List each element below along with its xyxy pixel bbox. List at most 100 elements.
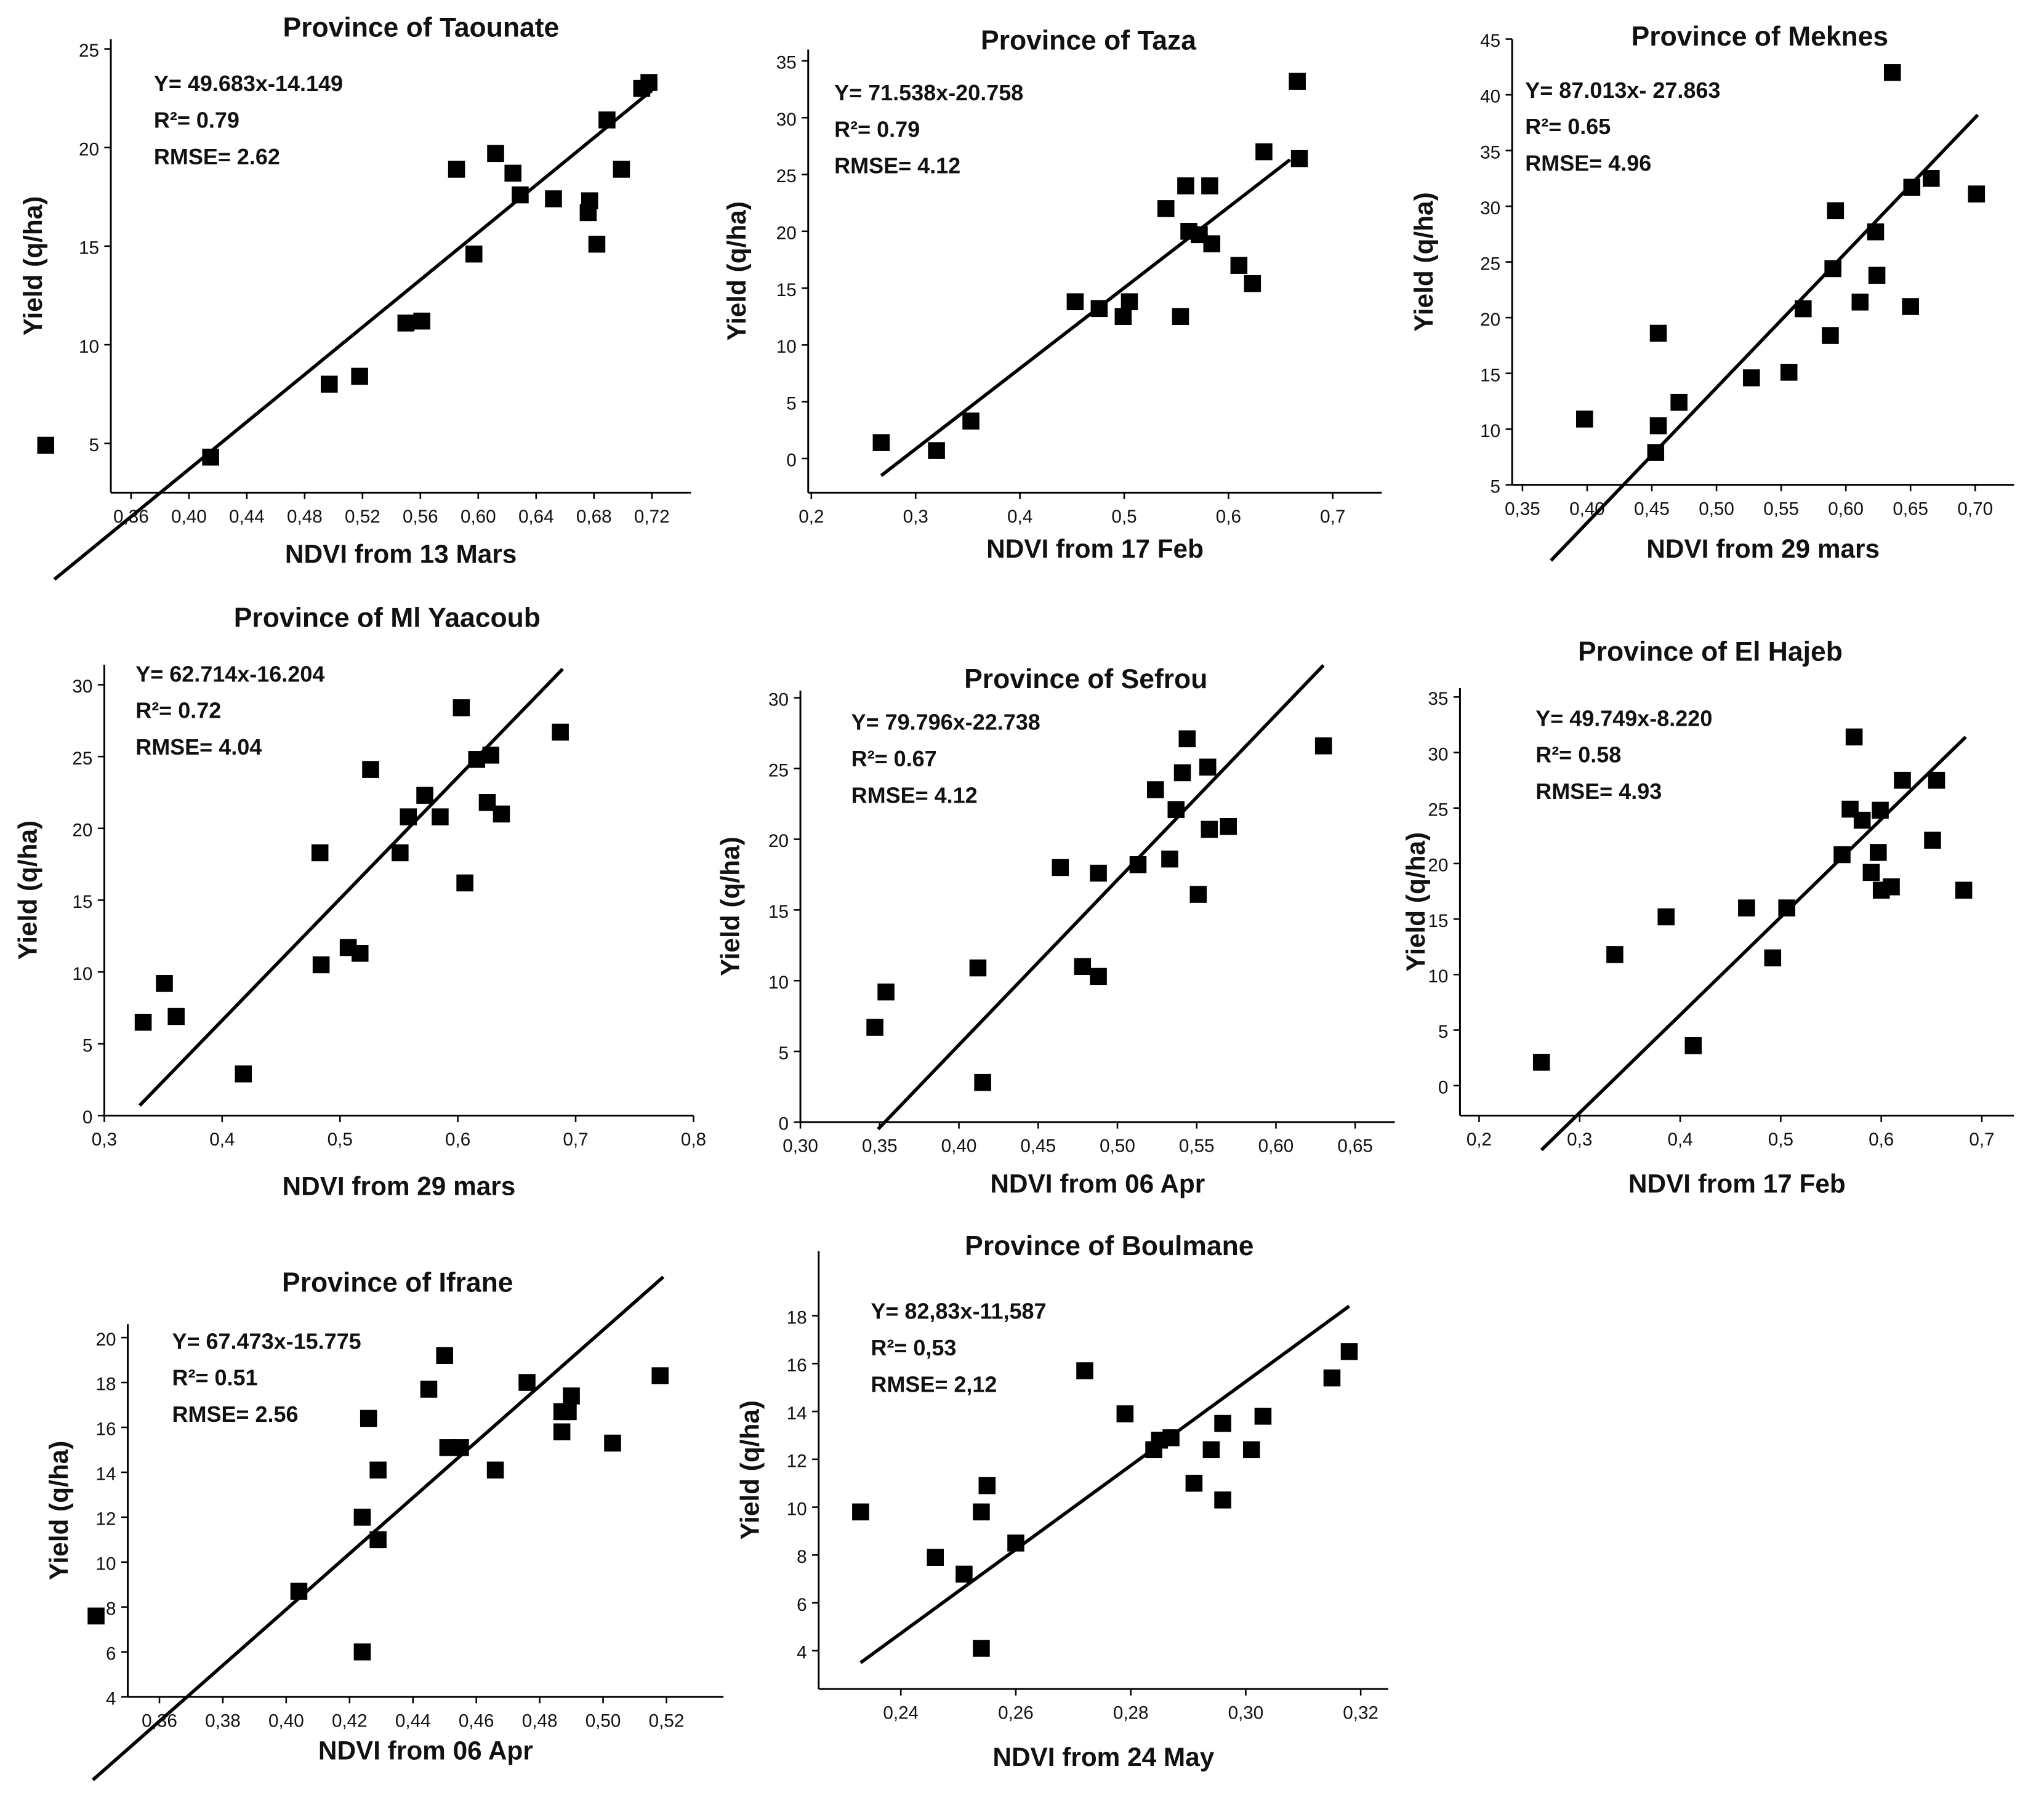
- y-tick-label: 15: [79, 238, 99, 259]
- y-tick-label: 10: [72, 964, 92, 984]
- data-point: [563, 1387, 580, 1405]
- trendline: [877, 664, 1325, 1131]
- y-tick-label: 4: [106, 1688, 116, 1709]
- data-point: [1066, 293, 1084, 311]
- data-point: [1214, 1491, 1231, 1509]
- x-tick-label: 0,7: [1969, 1129, 1994, 1150]
- data-point: [369, 1461, 387, 1479]
- annotation: Y= 49.749x-8.220: [1535, 705, 1712, 731]
- y-tick-label: 35: [776, 53, 797, 73]
- y-tick-label: 20: [768, 831, 789, 851]
- x-tick-label: 0,68: [576, 507, 612, 527]
- y-tick-label: 30: [1428, 744, 1448, 764]
- data-point: [504, 164, 521, 182]
- annotation: R²= 0,53: [871, 1335, 956, 1360]
- data-point: [1314, 737, 1332, 755]
- chart-panel: 0 5 10 15 20 25 30 0,3 0,4 0,5 0,6 0,7 0,8 Province o…: [13, 603, 706, 1200]
- data-point: [978, 1477, 996, 1494]
- x-tick-label: 0,5: [328, 1129, 353, 1150]
- data-point: [1883, 878, 1900, 896]
- x-tick-label: 0,26: [998, 1703, 1034, 1723]
- x-axis-label: NDVI from 06 Apr: [990, 1169, 1205, 1198]
- data-point: [1743, 369, 1760, 387]
- data-point: [397, 315, 415, 332]
- data-point: [1161, 850, 1178, 868]
- data-point: [1289, 73, 1306, 90]
- data-point: [1162, 1429, 1180, 1446]
- data-point: [651, 1367, 669, 1384]
- data-point: [1255, 143, 1273, 161]
- y-tick-label: 6: [106, 1643, 116, 1664]
- data-point: [453, 699, 470, 716]
- data-point: [928, 442, 945, 459]
- data-point: [413, 312, 430, 330]
- x-tick-label: 0,2: [799, 507, 824, 527]
- annotation: R²= 0.51: [172, 1365, 258, 1390]
- data-point: [1201, 177, 1218, 195]
- y-tick-label: 12: [787, 1451, 807, 1472]
- data-point: [321, 375, 338, 393]
- chart-title: Province of Boulmane: [965, 1231, 1253, 1261]
- data-point: [588, 235, 606, 253]
- x-tick-label: 0,48: [287, 507, 323, 527]
- y-tick-label: 25: [1480, 254, 1500, 274]
- y-tick-label: 14: [96, 1464, 116, 1485]
- data-point: [202, 448, 219, 466]
- data-point: [456, 874, 473, 892]
- data-point: [1202, 1441, 1220, 1459]
- data-point: [962, 412, 980, 430]
- y-tick-label: 12: [96, 1509, 116, 1530]
- x-axis-label: NDVI from 17 Feb: [986, 534, 1204, 563]
- data-point: [1114, 308, 1132, 325]
- chart-title: Province of Ifrane: [282, 1267, 513, 1298]
- data-point: [560, 1403, 577, 1421]
- chart-panel: 0 5 10 15 20 25 30 35 0,2 0,3 0,4 0,5 0,6 0,7 Province…: [1401, 636, 2014, 1198]
- data-point: [1189, 886, 1207, 903]
- data-point: [877, 983, 895, 1001]
- data-point: [416, 787, 433, 804]
- annotation: Y= 87.013x- 27.863: [1525, 78, 1720, 103]
- x-tick-label: 0,30: [1228, 1703, 1264, 1723]
- data-point: [452, 1439, 469, 1456]
- data-point: [1116, 1405, 1134, 1422]
- x-tick-label: 0,6: [1869, 1129, 1894, 1150]
- y-tick-label: 20: [72, 820, 92, 841]
- annotation: R²= 0.65: [1525, 114, 1611, 139]
- x-tick-label: 0,40: [268, 1711, 304, 1731]
- y-tick-label: 10: [79, 337, 99, 357]
- data-point: [1076, 1362, 1093, 1379]
- data-point: [1214, 1414, 1231, 1432]
- y-tick-label: 10: [96, 1554, 116, 1574]
- data-point: [1052, 859, 1069, 876]
- x-tick-label: 0,50: [1699, 499, 1734, 519]
- y-tick-label: 5: [1438, 1022, 1448, 1042]
- x-tick-label: 0,64: [518, 507, 554, 527]
- annotation: RMSE= 4.93: [1535, 779, 1662, 804]
- data-point: [512, 186, 529, 204]
- data-point: [956, 1565, 973, 1583]
- data-point: [1738, 899, 1755, 917]
- x-tick-label: 0,6: [1216, 507, 1241, 527]
- data-point: [640, 74, 658, 91]
- data-point: [1074, 958, 1092, 976]
- x-tick-label: 0,44: [229, 507, 265, 527]
- trendline: [53, 89, 653, 581]
- y-tick-label: 5: [779, 1043, 789, 1064]
- y-tick-label: 25: [768, 760, 789, 780]
- y-tick-label: 25: [79, 41, 99, 61]
- x-tick-label: 0,3: [92, 1129, 117, 1150]
- x-tick-label: 0,35: [1505, 499, 1540, 519]
- y-tick-label: 5: [89, 435, 99, 455]
- x-tick-label: 0,32: [1343, 1703, 1378, 1723]
- data-point: [598, 111, 616, 129]
- x-axis-label: NDVI from 24 May: [992, 1743, 1214, 1771]
- y-tick-label: 45: [1480, 31, 1500, 51]
- y-tick-label: 6: [797, 1595, 807, 1615]
- annotation: Y= 62.714x-16.204: [135, 661, 324, 686]
- data-point: [1924, 832, 1941, 849]
- data-point: [1903, 178, 1921, 196]
- data-point: [167, 1008, 185, 1025]
- chart-title: Province of Taounate: [283, 12, 560, 42]
